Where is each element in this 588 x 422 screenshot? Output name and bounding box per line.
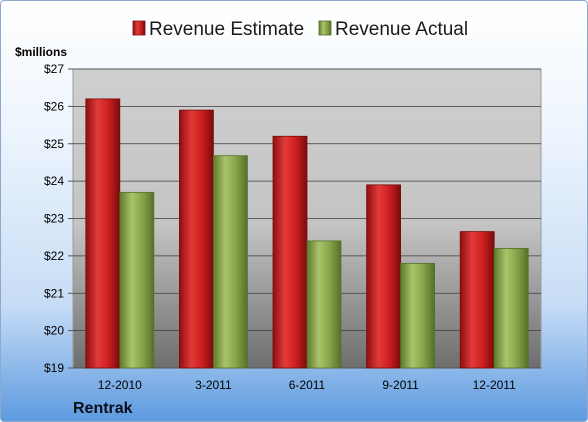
- bar-revenue-estimate: [178, 109, 214, 369]
- x-tick-label: 12-2011: [473, 378, 516, 392]
- bars: [85, 98, 529, 369]
- x-tick-label: 9-2011: [382, 378, 419, 392]
- bar-revenue-actual: [306, 240, 342, 369]
- legend-label: Revenue Actual: [335, 19, 468, 40]
- bar-revenue-estimate: [85, 98, 121, 369]
- bar-revenue-actual: [119, 191, 155, 369]
- y-tick-label: $21: [44, 286, 64, 300]
- x-tick-label: 6-2011: [289, 378, 326, 392]
- y-tick-label: $20: [44, 324, 64, 338]
- x-tick-label: 3-2011: [195, 378, 232, 392]
- legend: Revenue Estimate Revenue Actual: [132, 19, 468, 40]
- y-tick-label: $26: [44, 99, 64, 113]
- legend-label: Revenue Estimate: [149, 19, 304, 40]
- bar-revenue-actual: [400, 262, 436, 369]
- y-tick-label: $23: [44, 212, 64, 226]
- y-axis-ticks: $19 $20 $21 $22 $23 $24 $25 $26 $27: [44, 62, 64, 375]
- y-tick-label: $25: [44, 137, 64, 151]
- x-tick-label: 12-2010: [98, 378, 142, 392]
- x-axis-ticks: 12-2010 3-2011 6-2011 9-2011 12-2011: [98, 378, 516, 392]
- company-name: Rentrak: [73, 400, 133, 417]
- y-tick-label: $27: [44, 62, 64, 76]
- bar-revenue-actual: [493, 247, 529, 369]
- legend-swatch: [132, 20, 146, 36]
- bar-revenue-estimate: [459, 231, 495, 369]
- y-tick-label: $22: [44, 249, 64, 263]
- y-tick-label: $24: [44, 174, 64, 188]
- bar-revenue-estimate: [366, 184, 402, 369]
- bar-revenue-actual: [212, 155, 248, 369]
- y-tick-label: $19: [44, 361, 64, 375]
- y-axis-label: $millions: [15, 45, 67, 59]
- legend-swatch: [318, 20, 332, 36]
- bar-revenue-estimate: [272, 135, 308, 369]
